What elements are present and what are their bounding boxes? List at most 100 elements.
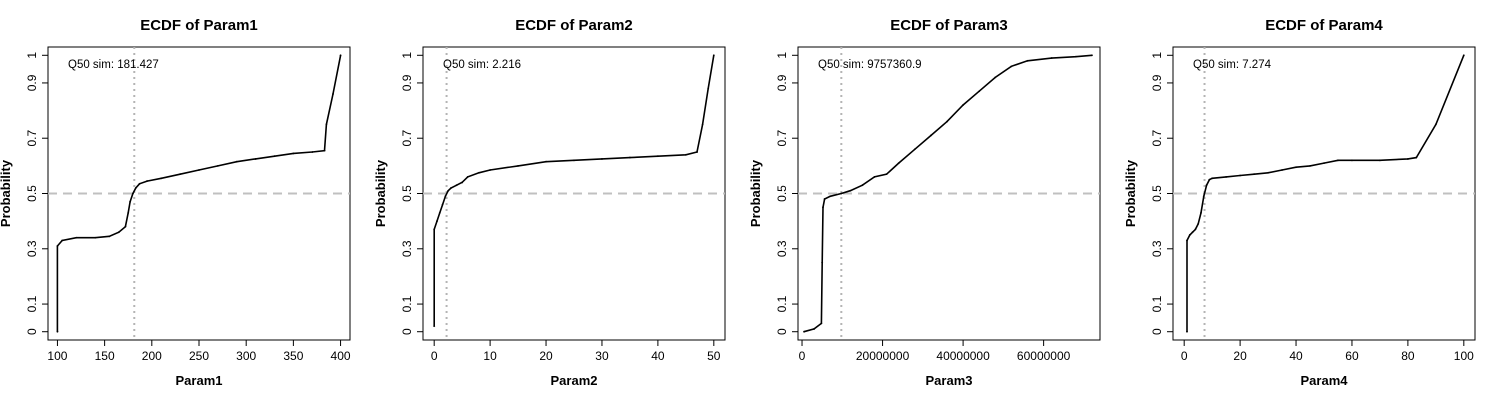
ecdf-point (56, 330, 59, 333)
x-axis-label: Param4 (1301, 373, 1349, 388)
y-tick-label: 0.7 (775, 130, 789, 147)
ecdf-point (885, 173, 888, 176)
panel-2: ECDF of Param2 0 10 20 30 40 50 Param2 0 0.1 0.3 0.… (373, 17, 726, 388)
ecdf-point (813, 328, 816, 330)
y-tick-label: 0.7 (1150, 130, 1164, 147)
ecdf-point (216, 164, 219, 167)
ecdf-point (861, 184, 864, 187)
ecdf-point (822, 206, 824, 209)
ecdf-point (573, 159, 575, 162)
ecdf-point (447, 189, 450, 192)
ecdf-point (820, 322, 823, 325)
y-tick-label: 0.5 (775, 185, 789, 202)
ecdf-point (913, 148, 916, 151)
chart-title: ECDF of Param4 (1265, 17, 1383, 34)
ecdf-point (929, 134, 932, 137)
x-tick-label: 20 (1233, 349, 1247, 363)
ecdf-point (433, 228, 436, 231)
x-tick-label: 40 (1289, 349, 1303, 363)
y-axis-label: Probability (748, 159, 763, 227)
y-tick-label: 0.1 (400, 295, 414, 312)
ecdf-point (94, 236, 97, 239)
ecdf-point (517, 164, 519, 167)
y-axis-label: Probability (1123, 159, 1138, 227)
y-tick-label: 0.7 (25, 130, 39, 147)
ecdf-point (311, 151, 314, 153)
x-tick-label: 20000000 (856, 349, 910, 363)
ecdf-point (994, 76, 997, 79)
ecdf-point (489, 169, 492, 171)
y-tick-label: 0.1 (1150, 295, 1164, 312)
ecdf-point (478, 171, 480, 174)
x-tick-label: 350 (283, 349, 303, 363)
ecdf-point (436, 220, 438, 223)
ecdf-point (1197, 223, 1200, 225)
ecdf-point (823, 198, 826, 200)
ecdf-point (75, 236, 78, 239)
ecdf-point (160, 177, 163, 180)
x-tick-label: 0 (799, 349, 806, 363)
ecdf-point (273, 155, 276, 158)
y-tick-label: 0.7 (400, 130, 414, 147)
ecdf-point (1211, 177, 1214, 180)
ecdf-point (1239, 174, 1242, 177)
panel-1: ECDF of Param1 100 150 200 250 300 350 400 Param… (0, 17, 351, 388)
ecdf-point (129, 200, 132, 203)
ecdf-point (849, 189, 852, 192)
median-annotation: Q50 sim: 181.427 (68, 59, 159, 71)
x-tick-label: 0 (431, 349, 438, 363)
ecdf-point (438, 211, 441, 214)
ecdf-point (1415, 156, 1418, 159)
ecdf-point (545, 160, 547, 163)
ecdf-line (1186, 55, 1465, 332)
ecdf-point (1208, 178, 1211, 181)
x-tick-label: 150 (95, 349, 115, 363)
ecdf-point (1337, 159, 1339, 162)
ecdf-point (1253, 173, 1255, 176)
ecdf-point (656, 155, 659, 158)
x-tick-label: 100 (47, 349, 67, 363)
ecdf-point (873, 176, 876, 178)
panel-4: ECDF of Param4 0 20 40 60 80 100 Param4 0 0.1 0.3 0… (1123, 17, 1476, 388)
ecdf-line (433, 55, 715, 327)
ecdf-point (829, 195, 832, 198)
ecdf-point (1379, 159, 1381, 162)
x-tick-label: 400 (331, 349, 351, 363)
ecdf-point (179, 173, 182, 176)
y-tick-label: 0.5 (400, 185, 414, 202)
ecdf-point (56, 245, 59, 247)
ecdf-point (235, 160, 238, 163)
ecdf-point (1194, 228, 1197, 231)
ecdf-point (1026, 59, 1029, 62)
ecdf-point (684, 153, 687, 156)
y-tick-label: 0.5 (1150, 185, 1164, 202)
ecdf-point (1406, 158, 1409, 160)
y-tick-label: 0.9 (25, 74, 39, 91)
ecdf-point (1202, 195, 1205, 198)
x-tick-label: 40000000 (936, 349, 990, 363)
ecdf-point (146, 180, 148, 182)
ecdf-point (325, 123, 328, 126)
ecdf-point (61, 239, 64, 242)
ecdf-point (897, 162, 900, 164)
y-tick-label: 0 (400, 328, 414, 335)
ecdf-point (339, 54, 342, 57)
ecdf-point (803, 330, 805, 333)
x-tick-label: 300 (236, 349, 256, 363)
ecdf-point (441, 203, 444, 206)
y-tick-label: 0.1 (25, 295, 39, 312)
ecdf-point (701, 123, 704, 126)
ecdf-point (444, 195, 447, 198)
ecdf-point (1434, 123, 1437, 126)
ecdf-point (1188, 234, 1191, 236)
ecdf-point (1050, 57, 1053, 59)
y-tick-label: 0.9 (775, 74, 789, 91)
ecdf-point (332, 93, 334, 95)
y-tick-label: 0.1 (775, 295, 789, 312)
x-axis-label: Param2 (551, 373, 598, 388)
ecdf-point (1074, 55, 1077, 58)
ecdf-point (946, 120, 948, 123)
y-tick-label: 1 (775, 52, 789, 59)
ecdf-point (198, 169, 200, 171)
